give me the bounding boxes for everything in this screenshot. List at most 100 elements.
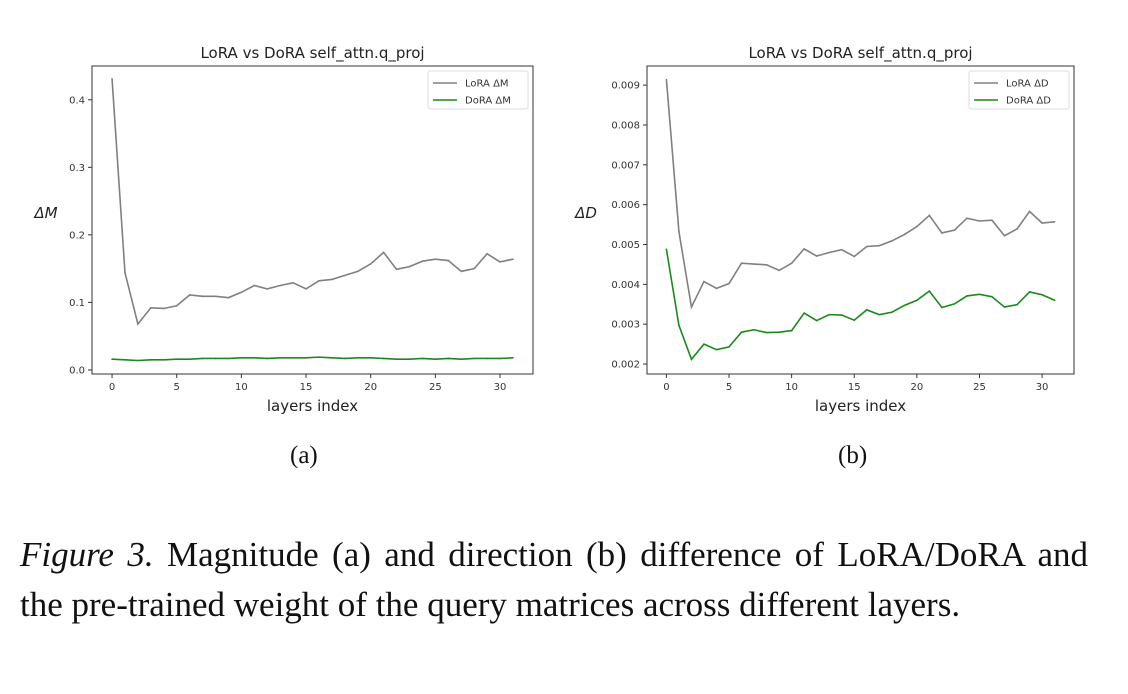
data-point: [305, 356, 307, 359]
y-tick-label: 0.0: [69, 365, 85, 376]
data-point: [150, 307, 152, 309]
plot-frame: [646, 65, 1075, 375]
y-tick-label: 0.003: [611, 320, 640, 331]
data-point: [356, 270, 359, 273]
data-point: [740, 262, 743, 265]
y-tick-label: 0.006: [611, 200, 640, 211]
data-point: [331, 356, 333, 359]
data-point: [703, 343, 705, 345]
data-point: [175, 304, 178, 307]
y-tick-label: 0.004: [611, 280, 640, 291]
data-point: [828, 313, 830, 316]
data-point: [292, 282, 294, 284]
chart-title: LoRA vs DoRA self_attn.q_proj: [200, 44, 424, 63]
data-point: [891, 311, 893, 314]
data-point: [421, 357, 424, 360]
x-tick-label: 20: [364, 382, 377, 393]
series-dora: [665, 248, 1056, 361]
chart-a: LoRA vs DoRA self_attn.q_proj 0 5 10 15 20 25 3…: [33, 44, 534, 415]
data-point: [1041, 293, 1043, 296]
data-point: [292, 356, 294, 359]
data-point: [201, 295, 204, 298]
legend-label: DoRA ΔD: [1006, 96, 1051, 107]
data-point: [1041, 222, 1043, 224]
series-lora: [111, 78, 514, 326]
y-axis-label: ΔM: [33, 204, 57, 222]
data-point: [1003, 234, 1006, 237]
x-tick-label: 15: [848, 382, 861, 393]
data-point: [753, 328, 755, 331]
data-point: [227, 357, 230, 360]
y-tick-label: 0.1: [69, 298, 85, 309]
data-point: [111, 78, 113, 80]
legend-label: LoRA ΔM: [465, 79, 509, 90]
y-tick-label: 0.2: [69, 230, 85, 241]
data-point: [162, 359, 165, 361]
data-point: [460, 358, 463, 360]
data-point: [928, 290, 931, 292]
x-tick-label: 0: [109, 382, 115, 393]
y-tick-label: 0.3: [69, 163, 85, 174]
x-axis-label: layers index: [267, 397, 358, 415]
data-point: [740, 331, 743, 333]
data-point: [318, 279, 320, 282]
series-line: [111, 78, 514, 326]
data-point: [690, 358, 693, 361]
data-point: [865, 245, 868, 248]
data-point: [878, 244, 881, 247]
data-point: [853, 319, 856, 322]
series-line: [665, 79, 1055, 310]
data-point: [214, 295, 217, 298]
data-point: [408, 265, 411, 268]
data-point: [753, 263, 755, 265]
data-point: [778, 269, 780, 272]
data-point: [318, 356, 320, 358]
data-point: [188, 294, 191, 296]
data-point: [953, 303, 956, 305]
data-point: [916, 225, 918, 228]
data-point: [240, 291, 243, 294]
plot-frame: [91, 65, 534, 375]
y-tick-label: 0.005: [611, 240, 640, 251]
legend: LoRA ΔD DoRA ΔD: [968, 70, 1070, 110]
data-point: [175, 358, 178, 360]
data-point: [941, 306, 943, 309]
data-point: [111, 358, 113, 360]
data-point: [903, 233, 906, 236]
data-point: [395, 268, 398, 271]
data-point: [382, 251, 385, 254]
data-point: [778, 331, 780, 333]
x-tick-label: 5: [726, 382, 732, 393]
data-point: [966, 217, 968, 220]
data-point: [815, 255, 818, 257]
legend: LoRA ΔM DoRA ΔM: [427, 70, 529, 110]
data-point: [991, 219, 993, 221]
data-point: [447, 259, 450, 262]
y-tick-label: 0.4: [69, 95, 85, 106]
data-point: [928, 214, 931, 217]
x-tick-label: 30: [494, 382, 507, 393]
data-point: [790, 262, 793, 265]
data-point: [279, 356, 281, 359]
data-point: [512, 258, 514, 260]
x-tick-label: 10: [785, 382, 798, 393]
data-point: [803, 248, 805, 250]
data-point: [765, 264, 768, 266]
y-tick-label: 0.002: [611, 360, 640, 371]
data-point: [227, 296, 230, 299]
data-point: [434, 358, 437, 360]
data-point: [434, 258, 437, 260]
data-point: [665, 248, 668, 251]
data-point: [408, 358, 411, 360]
data-point: [865, 309, 868, 311]
y-tick-label: 0.007: [611, 160, 640, 171]
x-tick-label: 15: [300, 382, 313, 393]
data-point: [512, 356, 514, 359]
caption-label: Figure 3.: [20, 535, 154, 574]
data-point: [214, 357, 217, 360]
data-point: [916, 299, 918, 302]
data-point: [356, 356, 359, 359]
data-point: [840, 314, 843, 316]
data-point: [137, 359, 139, 362]
data-point: [201, 357, 204, 360]
